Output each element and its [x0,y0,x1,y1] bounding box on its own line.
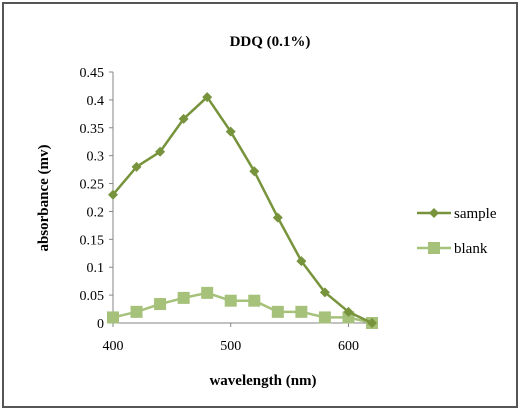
legend-label: blank [454,241,488,257]
data-point-sample [225,126,236,137]
data-point-blank [271,305,284,318]
y-ticks: 0 0.05 0.1 0.15 0.2 0.25 0.3 0.35 0.4 0.45 [80,66,113,332]
y-axis-label: absorbance (mv) [36,144,52,251]
y-tick-label: 0.1 [87,261,105,276]
y-tick-label: 0.2 [87,205,105,220]
series-sample [108,92,377,328]
series-layer [107,92,378,329]
data-point-sample [249,166,260,177]
x-tick-label: 400 [103,339,124,354]
legend: sample blank [417,206,497,257]
data-point-blank [107,311,119,324]
axes [112,72,372,324]
x-tick-label: 500 [220,339,241,354]
data-point-blank [130,305,143,318]
y-tick-label: 0.35 [80,122,105,137]
data-point-sample [155,146,166,157]
data-point-blank [154,298,167,311]
legend-item-sample: sample [417,206,497,222]
data-point-blank [295,305,308,318]
legend-marker [429,208,439,218]
data-point-sample [131,161,142,172]
x-ticks: 400 500 600 [103,323,359,354]
data-point-sample [296,256,307,267]
data-point-sample [367,318,377,328]
y-tick-label: 0.15 [80,233,105,248]
y-tick-label: 0.45 [80,66,105,81]
x-tick-label: 600 [338,339,359,354]
data-point-sample [202,92,213,103]
y-tick-label: 0.25 [80,178,105,193]
legend-label: sample [454,206,497,222]
series-line-blank [112,291,373,325]
y-tick-label: 0.4 [87,94,105,109]
y-tick-label: 0.05 [80,289,105,304]
data-point-sample [178,113,189,124]
y-tick-label: 0.3 [87,150,105,165]
data-point-sample [319,287,330,298]
legend-marker [428,242,440,254]
data-point-sample [343,306,354,317]
data-point-blank [318,311,331,324]
series-blank [107,286,378,329]
data-point-blank [177,291,190,304]
x-axis-label: wavelength (nm) [209,373,316,389]
series-line-sample [112,95,373,325]
data-point-blank [224,294,237,307]
data-point-blank [248,294,261,307]
data-point-blank [201,286,214,299]
chart-title: DDQ (0.1%) [230,34,311,50]
legend-item-blank: blank [417,241,488,257]
y-tick-label: 0 [97,317,104,332]
data-point-sample [108,189,118,200]
data-point-sample [272,212,283,223]
